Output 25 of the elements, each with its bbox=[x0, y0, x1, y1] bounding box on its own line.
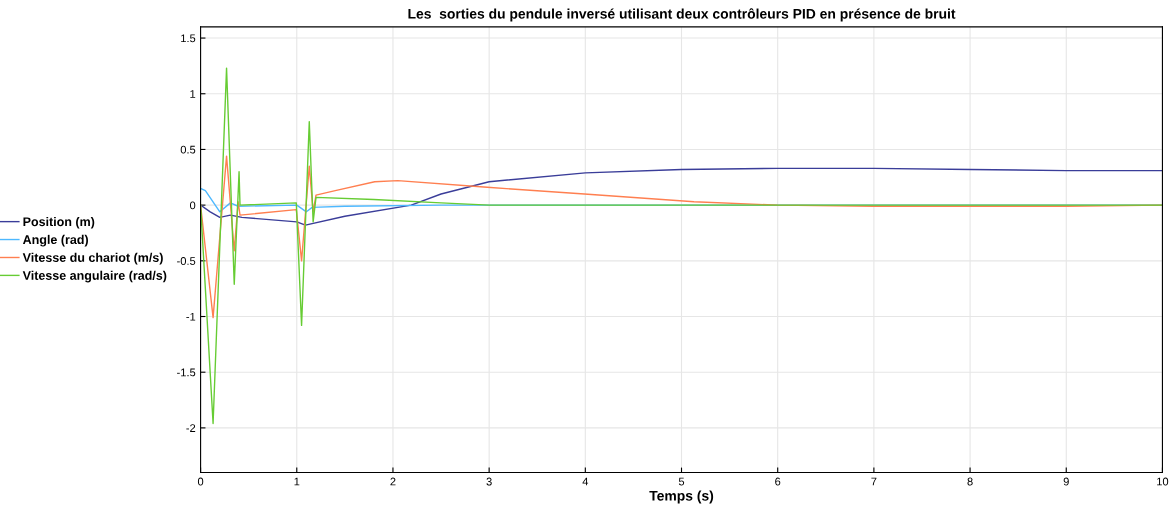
x-tick-label: 10 bbox=[1157, 477, 1169, 486]
chart-title: Les sorties du pendule inversé utilisant deux contrôleurs PID en présence de bruit bbox=[408, 8, 956, 22]
x-tick-label: 1 bbox=[294, 477, 300, 486]
legend-label: Vitesse du chariot (m/s) bbox=[22, 252, 163, 265]
y-tick-label: 0 bbox=[189, 201, 196, 210]
legend-label: Vitesse angulaire (rad/s) bbox=[22, 270, 167, 283]
y-tick-label: -1 bbox=[186, 312, 196, 321]
y-tick-label: -0.5 bbox=[177, 257, 196, 265]
x-tick-label: 8 bbox=[967, 477, 973, 486]
x-axis-title: Temps (s) bbox=[649, 490, 714, 504]
x-tick-label: 6 bbox=[775, 477, 781, 486]
y-tick-label: -1.5 bbox=[177, 368, 196, 377]
x-tick-label: 9 bbox=[1063, 477, 1069, 486]
y-tick-label: 1 bbox=[190, 90, 196, 98]
legend-label: Angle (rad) bbox=[22, 234, 88, 247]
x-tick-label: 5 bbox=[678, 477, 685, 486]
x-tick-label: 3 bbox=[486, 477, 492, 486]
x-tick-label: 7 bbox=[871, 477, 877, 486]
y-tick-label: -2 bbox=[186, 424, 196, 432]
y-tick-label: 0.5 bbox=[180, 145, 196, 154]
x-tick-label: 0 bbox=[197, 477, 204, 486]
legend-label: Position (m) bbox=[23, 216, 95, 229]
y-tick-label: 1.5 bbox=[181, 34, 196, 43]
x-tick-label: 4 bbox=[582, 477, 589, 486]
x-tick-label: 2 bbox=[390, 477, 396, 486]
